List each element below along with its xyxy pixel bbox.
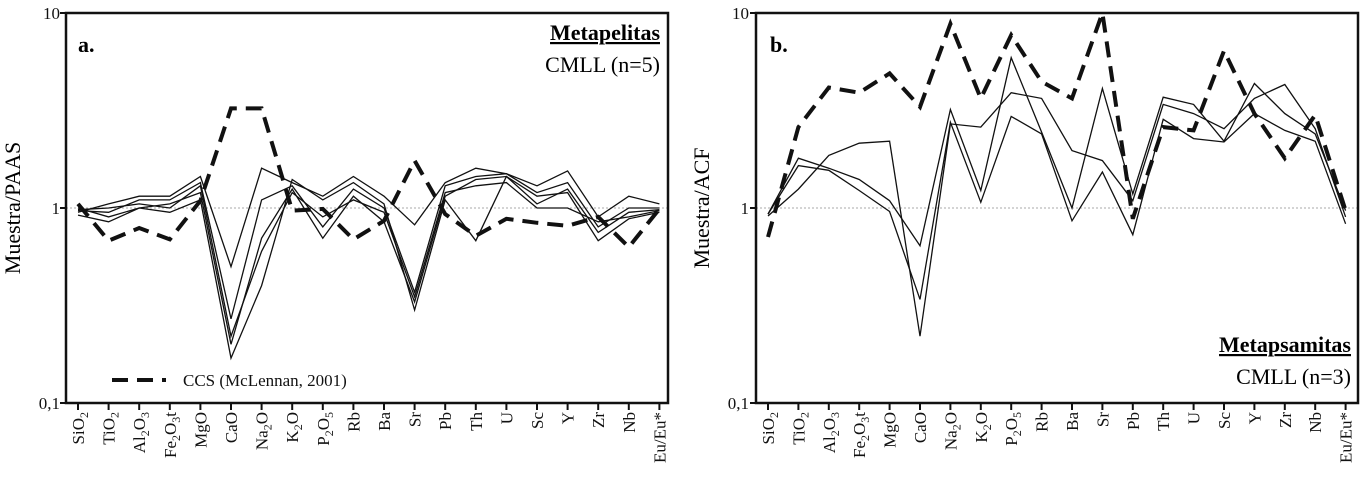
legend-label: CCS (McLennan, 2001) — [183, 371, 347, 390]
panel-a-ylabel: Muestra/PAAS — [0, 142, 25, 274]
x-tick-label: TiO2 — [100, 412, 122, 445]
x-tick-label: Na2O — [253, 412, 275, 450]
x-tick-label: Th — [467, 412, 486, 431]
x-tick-label: U — [1185, 412, 1204, 424]
y-tick-label: 1 — [52, 199, 61, 218]
panel-b: b. Metapsamitas CMLL (n=3) Muestra/ACF — [689, 32, 1351, 389]
panel-b-plot: 10 1 0,1 SiO2 TiO2 Al2O3 Fe2O3t MgO CaO Na2O K2O P2… — [728, 4, 1360, 463]
sample-series-line-5 — [77, 181, 660, 339]
panel-b-title: Metapsamitas — [1219, 332, 1351, 357]
x-tick-label: Zr — [1276, 412, 1295, 428]
sample-series-line-3 — [77, 175, 660, 345]
x-tick-label: TiO2 — [789, 412, 811, 445]
x-tick-label: Fe2O3t — [161, 412, 183, 458]
x-tick-label: Th — [1154, 412, 1173, 431]
panel-a-subtitle: CMLL (n=5) — [545, 52, 660, 77]
panel-b-label: b. — [770, 32, 788, 57]
x-tick-label: Eu/Eu* — [1337, 412, 1356, 463]
sample-series-line-4 — [77, 175, 660, 361]
x-tick-label: Ba — [1063, 412, 1082, 431]
y-tick-label: 10 — [43, 4, 60, 23]
panel-a: a. Metapelitas CMLL (n=5) Muestra/PAAS C… — [0, 20, 660, 390]
x-tick-label: Y — [1245, 412, 1264, 424]
panel-a-title: Metapelitas — [550, 20, 660, 45]
x-tick-label: Na2O — [941, 412, 963, 450]
x-tick-label: SiO2 — [759, 412, 781, 444]
x-tick-label: Rb — [1033, 412, 1052, 432]
x-tick-label: MgO — [191, 412, 210, 448]
x-tick-label: Sr — [1093, 412, 1112, 427]
x-tick-label: CaO — [222, 412, 241, 443]
ccs-reference-line — [766, 12, 1348, 238]
y-tick-label: 0,1 — [728, 394, 749, 413]
x-tick-label: K2O — [283, 412, 305, 443]
x-tick-label: Nb — [1306, 412, 1325, 433]
panel-a-label: a. — [78, 32, 95, 57]
x-tick-label: P2O5 — [1002, 412, 1024, 446]
x-tick-label: Zr — [589, 412, 608, 428]
x-tick-label: U — [497, 412, 516, 424]
x-tick-label: Al2O3 — [820, 412, 842, 453]
x-tick-label: K2O — [972, 412, 994, 443]
sample-series-line-1 — [77, 167, 660, 269]
x-tick-label: Sc — [1215, 412, 1234, 429]
panel-a-plot: 10 1 0,1 SiO2 TiO2 Al2O3 Fe2O3t MgO CaO Na2O K2O P2… — [39, 4, 670, 463]
y-tick-label: 10 — [732, 4, 749, 23]
panel-b-ylabel: Muestra/ACF — [689, 148, 714, 269]
x-tick-label: Pb — [436, 412, 455, 430]
x-tick-label: P2O5 — [314, 412, 336, 446]
x-tick-label: Al2O3 — [130, 412, 152, 453]
x-tick-label: Y — [559, 412, 578, 424]
sample-series-line-2 — [77, 173, 660, 320]
y-tick-label: 1 — [741, 199, 750, 218]
ccs-reference-line — [76, 106, 661, 251]
x-tick-label: MgO — [881, 412, 900, 448]
x-tick-label: Ba — [375, 412, 394, 431]
x-tick-label: Rb — [344, 412, 363, 432]
x-tick-label: Pb — [1124, 412, 1143, 430]
x-tick-label: Fe2O3t — [850, 412, 872, 458]
sample-series-line-1 — [767, 55, 1347, 248]
sample-series-line-2 — [767, 112, 1347, 300]
x-tick-label: CaO — [911, 412, 930, 443]
x-tick-label: Nb — [620, 412, 639, 433]
x-tick-label: Sc — [528, 412, 547, 429]
x-tick-label: Eu/Eu* — [650, 412, 669, 463]
x-tick-label: Sr — [406, 412, 425, 427]
panel-b-subtitle: CMLL (n=3) — [1236, 364, 1351, 389]
sample-series-line-3 — [767, 83, 1347, 337]
x-tick-label: SiO2 — [69, 412, 91, 444]
y-tick-label: 0,1 — [39, 394, 60, 413]
